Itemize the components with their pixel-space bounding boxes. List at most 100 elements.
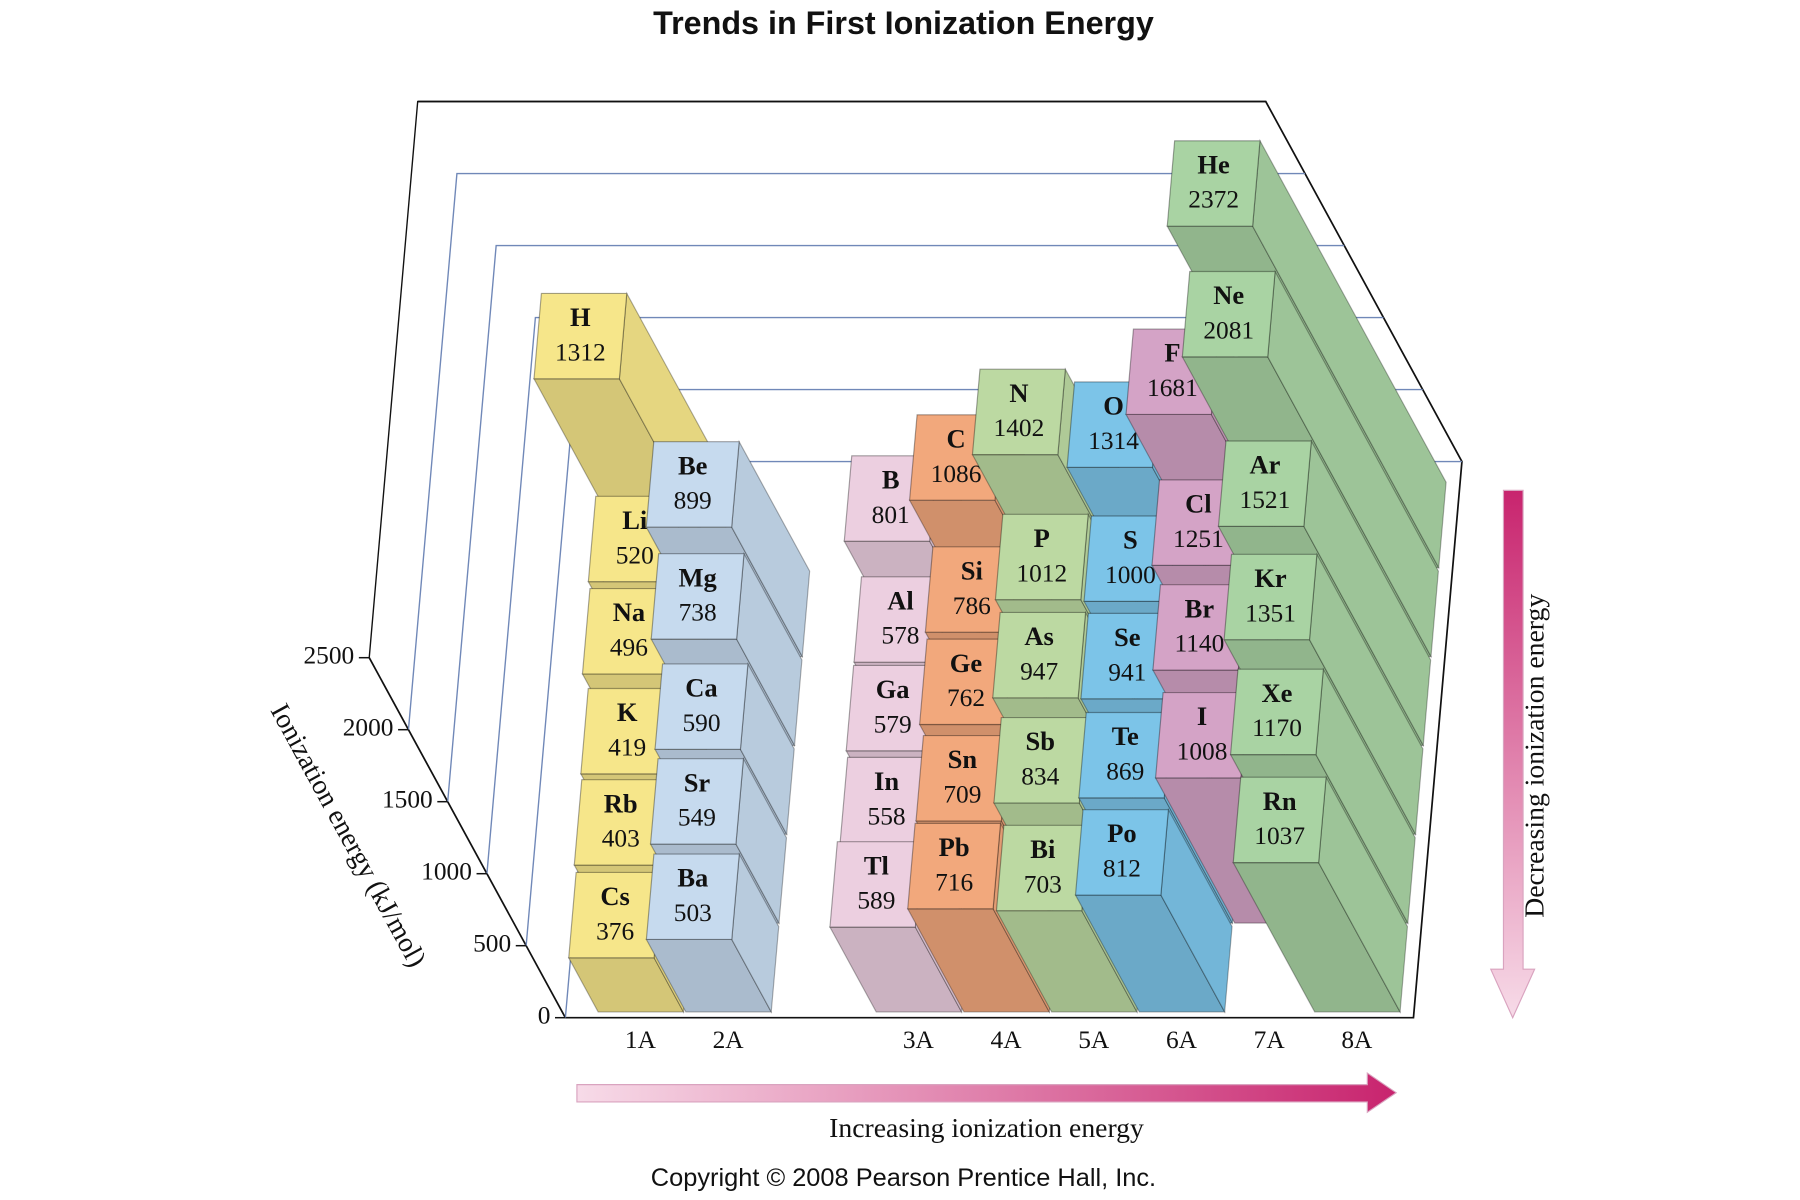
element-value: 812 bbox=[1103, 855, 1141, 883]
x-tick-label: 8A bbox=[1341, 1026, 1373, 1054]
element-value: 2372 bbox=[1188, 186, 1239, 214]
y-tick-label: 2000 bbox=[343, 714, 394, 742]
element-symbol: Ne bbox=[1213, 280, 1244, 310]
x-tick-label: 1A bbox=[625, 1026, 657, 1054]
element-value: 1170 bbox=[1252, 714, 1302, 742]
element-value: 1086 bbox=[931, 460, 982, 488]
element-value: 947 bbox=[1020, 657, 1058, 685]
element-value: 419 bbox=[608, 733, 646, 761]
element-symbol: Po bbox=[1107, 818, 1136, 848]
block-side bbox=[1252, 138, 1447, 570]
element-value: 762 bbox=[947, 684, 985, 712]
element-value: 1402 bbox=[994, 414, 1045, 442]
element-symbol: Ga bbox=[876, 674, 910, 704]
element-symbol: Xe bbox=[1262, 678, 1293, 708]
grid-line bbox=[486, 316, 1384, 874]
increase-arrow bbox=[576, 1071, 1398, 1114]
block-top bbox=[654, 663, 749, 750]
element-value: 558 bbox=[868, 802, 906, 830]
element-value: 786 bbox=[953, 592, 991, 620]
element-symbol: H bbox=[570, 302, 591, 332]
element-value: 590 bbox=[682, 709, 720, 737]
element-symbol: Na bbox=[613, 597, 645, 627]
element-symbol: N bbox=[1009, 378, 1028, 408]
block-top bbox=[1166, 140, 1261, 227]
x-tick-label: 4A bbox=[991, 1026, 1023, 1054]
element-symbol: Ge bbox=[950, 648, 983, 678]
grid-line bbox=[447, 244, 1345, 802]
block-side bbox=[736, 551, 803, 748]
block-top bbox=[1232, 776, 1327, 864]
element-value: 716 bbox=[935, 868, 973, 896]
element-value: 1681 bbox=[1147, 374, 1198, 402]
element-symbol: Mg bbox=[678, 562, 716, 592]
element-value: 589 bbox=[857, 887, 895, 915]
element-value: 1008 bbox=[1177, 738, 1228, 766]
y-tick-label: 500 bbox=[473, 930, 511, 958]
element-value: 376 bbox=[596, 917, 634, 945]
element-value: 1037 bbox=[1254, 822, 1305, 850]
block-top bbox=[907, 822, 1002, 910]
element-symbol: C bbox=[946, 423, 965, 453]
element-value: 834 bbox=[1021, 763, 1059, 791]
element-symbol: As bbox=[1024, 621, 1053, 651]
block-side bbox=[1308, 552, 1424, 837]
x-tick-label: 3A bbox=[903, 1026, 935, 1054]
block-top bbox=[533, 292, 628, 380]
chart-title: Trends in First Ionization Energy bbox=[653, 5, 1154, 41]
block-top bbox=[1223, 553, 1318, 641]
element-symbol: Bi bbox=[1030, 834, 1055, 864]
block-side bbox=[1267, 269, 1439, 659]
element-value: 1251 bbox=[1173, 525, 1224, 553]
x-tick-label: 5A bbox=[1078, 1026, 1110, 1054]
increase-label: Increasing ionization energy bbox=[829, 1112, 1144, 1143]
y-tick-label: 0 bbox=[538, 1002, 551, 1030]
element-value: 869 bbox=[1106, 758, 1144, 786]
block-top bbox=[971, 368, 1066, 456]
element-symbol: Tl bbox=[864, 850, 889, 880]
block-top bbox=[992, 611, 1087, 699]
grid: 0 500 1000 1500 2000 2500 1A 2A 3A 4A 5A 6A 7A 8A bbox=[303, 100, 1463, 1054]
element-value: 520 bbox=[616, 541, 654, 569]
element-symbol: Pb bbox=[939, 832, 970, 862]
element-value: 496 bbox=[610, 634, 648, 662]
element-value: 1521 bbox=[1240, 486, 1291, 514]
element-symbol: F bbox=[1164, 338, 1180, 368]
element-symbol: He bbox=[1197, 149, 1230, 179]
element-symbol: Rn bbox=[1263, 786, 1297, 816]
element-symbol: Sr bbox=[684, 767, 711, 797]
element-symbol: Br bbox=[1185, 593, 1215, 623]
x-tick-label: 7A bbox=[1254, 1026, 1286, 1054]
element-value: 503 bbox=[674, 899, 712, 927]
element-value: 801 bbox=[872, 501, 910, 529]
block-top bbox=[1217, 440, 1312, 527]
blocks: H 1312 He 2372 Li 520 Be 899 B 801 C 1086 N 1402 O 1314… bbox=[533, 138, 1447, 1014]
element-symbol: Cl bbox=[1185, 488, 1212, 518]
block-side bbox=[1303, 439, 1432, 748]
block-top bbox=[1229, 668, 1324, 756]
element-value: 579 bbox=[874, 710, 912, 738]
element-symbol: Ba bbox=[677, 863, 708, 893]
block-top bbox=[994, 513, 1089, 601]
element-symbol: P bbox=[1034, 523, 1050, 553]
block-top bbox=[645, 441, 740, 528]
element-symbol: Si bbox=[961, 555, 983, 585]
y-tick-label: 1000 bbox=[421, 858, 472, 886]
element-symbol: Al bbox=[887, 585, 914, 615]
element-symbol: Sn bbox=[948, 744, 978, 774]
x-tick-label: 2A bbox=[713, 1026, 745, 1054]
y-tick-label: 1500 bbox=[382, 786, 433, 814]
element-symbol: Kr bbox=[1254, 563, 1287, 593]
decrease-label: Decreasing ionization energy bbox=[1518, 594, 1549, 918]
x-tick-label: 6A bbox=[1166, 1026, 1198, 1054]
element-value: 1000 bbox=[1105, 561, 1156, 589]
element-value: 403 bbox=[602, 825, 640, 853]
y-axis bbox=[368, 657, 567, 1019]
element-symbol: I bbox=[1197, 701, 1207, 731]
element-symbol: Be bbox=[678, 450, 708, 480]
element-symbol: Rb bbox=[604, 788, 638, 818]
element-value: 578 bbox=[881, 622, 919, 650]
element-value: 1012 bbox=[1016, 559, 1067, 587]
element-value: 1351 bbox=[1245, 599, 1296, 627]
block-top bbox=[645, 853, 740, 941]
